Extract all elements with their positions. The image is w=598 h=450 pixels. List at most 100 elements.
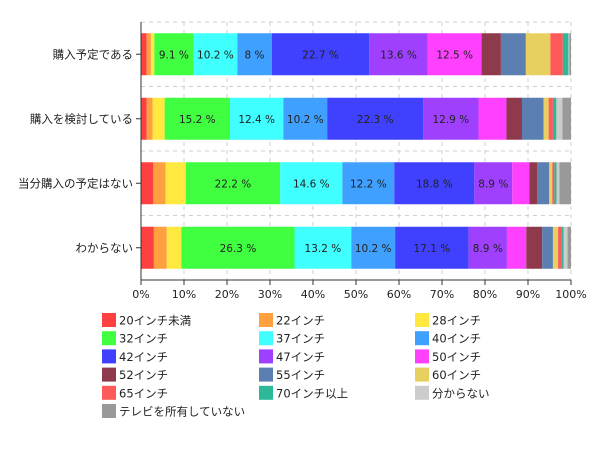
bar-segment: [181, 226, 295, 269]
bar-segment: [153, 162, 166, 205]
legend: 20インチ未満 22インチ 28インチ 32インチ 37インチ 40インチ 42インチ 47イ…: [102, 313, 490, 419]
bar-segment: [146, 97, 153, 140]
bar-segment: [512, 162, 530, 205]
bar-segment: [185, 162, 281, 205]
data-label: 22.7 %: [302, 49, 339, 61]
category-label: 購入予定である: [53, 47, 133, 61]
bar-segment: [427, 33, 482, 76]
bar-segment: [146, 33, 151, 76]
bar-segment: [552, 226, 559, 269]
data-label: 12.4 %: [238, 114, 275, 126]
data-label: 10.2 %: [287, 114, 324, 126]
data-label: 8.9 %: [478, 178, 508, 190]
data-label: 8 %: [245, 49, 265, 61]
axes: 0% 10% 20% 30% 40% 50% 60% 70% 80% 90% 100% 購入予定である…: [18, 22, 587, 301]
bar-segment: [556, 97, 563, 140]
bar-segment: [568, 33, 570, 76]
x-tick-label: 20%: [215, 288, 239, 301]
bar-segment: [237, 33, 272, 76]
bar-segment: [562, 33, 569, 76]
data-label: 22.2 %: [215, 178, 252, 190]
bar-segment: [554, 162, 557, 205]
legend-label: 37インチ: [276, 332, 325, 346]
bar-segment: [342, 162, 395, 205]
bar-segment: [569, 33, 571, 76]
legend-swatch: [259, 313, 273, 327]
legend-label: 28インチ: [432, 314, 481, 328]
data-label: 14.6 %: [293, 178, 330, 190]
category-label: 購入を検討している: [30, 112, 133, 126]
data-label: 10.2 %: [355, 243, 392, 255]
data-label: 17.1 %: [414, 243, 451, 255]
bar-segment: [478, 97, 507, 140]
bar-segment: [141, 97, 147, 140]
bar-segment: [549, 162, 553, 205]
legend-label: 32インチ: [119, 332, 168, 346]
bar-segment: [395, 226, 469, 269]
bar-segment: [153, 226, 167, 269]
bar-segment: [351, 226, 396, 269]
legend-swatch: [415, 349, 429, 364]
bar-segment: [230, 97, 284, 140]
bar-segment: [548, 97, 553, 140]
legend-swatch: [415, 385, 429, 400]
bar-segment: [474, 162, 513, 205]
legend-label: 22インチ: [276, 314, 325, 328]
data-label: 13.2 %: [305, 243, 342, 255]
category-label: わからない: [76, 241, 134, 255]
legend-swatch: [259, 349, 273, 364]
x-tick-label: 0%: [132, 288, 149, 301]
legend-label: テレビを所有していない: [119, 405, 245, 419]
data-label: 12.5 %: [436, 49, 473, 61]
legend-swatch: [259, 331, 273, 346]
legend-label: 60インチ: [432, 368, 481, 382]
data-label: 10.2 %: [197, 49, 234, 61]
x-tick-label: 100%: [555, 288, 586, 301]
bar-segment: [562, 97, 571, 140]
bar-segment: [558, 226, 562, 269]
legend-label: 分からない: [432, 386, 490, 400]
legend-swatch: [102, 404, 116, 418]
bar-segment: [552, 162, 555, 205]
legend-swatch: [415, 313, 429, 327]
bar-segment: [141, 162, 154, 205]
data-label: 18.8 %: [416, 178, 453, 190]
bar-segment: [271, 33, 370, 76]
bar-segment: [521, 97, 544, 140]
bar-segment: [529, 162, 538, 205]
bar-segment: [563, 226, 568, 269]
bar-segment: [283, 97, 328, 140]
x-tick-label: 40%: [301, 288, 325, 301]
data-label: 26.3 %: [220, 243, 257, 255]
data-label: 15.2 %: [179, 114, 216, 126]
legend-swatch: [102, 331, 116, 346]
bar-segment: [543, 97, 549, 140]
bar-segment: [556, 162, 560, 205]
legend-swatch: [102, 385, 116, 400]
bar-segment: [394, 162, 475, 205]
legend-swatch: [102, 367, 116, 382]
bar-segment: [559, 162, 571, 205]
x-tick-label: 10%: [172, 288, 196, 301]
bar-segment: [150, 33, 155, 76]
bar-segment: [567, 226, 571, 269]
bar-segment: [327, 97, 424, 140]
x-tick-label: 50%: [344, 288, 368, 301]
legend-swatch: [102, 313, 116, 327]
data-label: 13.6 %: [380, 49, 417, 61]
x-tick-label: 30%: [258, 288, 282, 301]
bar-segment: [165, 162, 186, 205]
data-label: 22.3 %: [357, 114, 394, 126]
data-label: 8.9 %: [473, 243, 503, 255]
bar-segment: [141, 33, 147, 76]
data-label: 12.2 %: [350, 178, 387, 190]
bar-segment: [369, 33, 428, 76]
legend-label: 70インチ以上: [276, 386, 348, 400]
bar-segment: [525, 33, 551, 76]
bar-segment: [506, 226, 527, 269]
bar-segment: [526, 226, 543, 269]
legend-label: 47インチ: [276, 350, 325, 364]
legend-swatch: [415, 367, 429, 382]
category-label: 当分購入の予定はない: [18, 176, 133, 190]
